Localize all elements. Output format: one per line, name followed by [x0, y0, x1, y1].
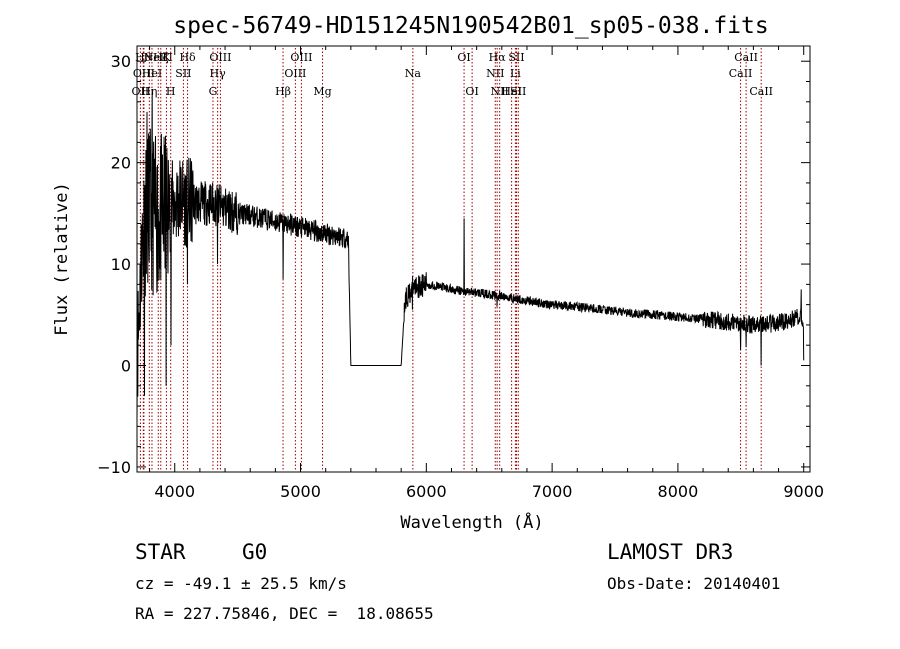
redshift-value: cz = -49.1 ± 25.5 km/s — [135, 574, 347, 593]
line-marker-label: H — [166, 85, 176, 98]
line-marker-label: Hδ — [179, 51, 196, 64]
line-marker-label: OIII — [290, 51, 312, 64]
line-marker-label: Hγ — [210, 67, 227, 80]
x-tick-label: 6000 — [406, 482, 447, 501]
line-marker-label: SII — [175, 67, 191, 80]
line-marker-label: NII — [486, 67, 504, 80]
line-marker-label: Li — [510, 67, 521, 80]
line-marker-label: NII — [491, 85, 509, 98]
line-marker-label: OIII — [284, 67, 306, 80]
spectrum-line — [136, 91, 805, 422]
object-class: STAR — [135, 540, 186, 564]
y-tick-label: 10 — [111, 255, 131, 274]
line-marker-label: CaII — [749, 85, 773, 98]
line-marker-label: Hζ — [153, 51, 169, 64]
line-marker-label: Hη — [141, 85, 157, 98]
y-tick-label: 20 — [111, 154, 131, 173]
spectrum-plot: spec-56749-HD151245N190542B01_sp05-038.f… — [52, 13, 824, 533]
x-tick-label: 4000 — [154, 482, 195, 501]
x-tick-label: 9000 — [783, 482, 824, 501]
line-marker-label: NeIII — [144, 51, 173, 64]
coordinates: RA = 227.75846, DEC = 18.08655 — [135, 604, 434, 623]
y-tick-label: 30 — [111, 52, 131, 71]
line-marker-label: Hα — [489, 51, 507, 64]
line-marker-label: CaII — [729, 67, 753, 80]
line-marker-label: SII — [510, 85, 526, 98]
line-marker-label: SII — [508, 51, 524, 64]
line-marker-label: Na — [405, 67, 422, 80]
plot-frame — [136, 45, 811, 473]
observation-date: Obs-Date: 20140401 — [607, 574, 781, 593]
y-tick-label: −10 — [97, 458, 131, 477]
line-marker-label: OI — [465, 85, 478, 98]
line-marker-label: CaII — [734, 51, 758, 64]
y-tick-label: 0 — [121, 357, 131, 376]
line-marker-label: Mg — [313, 85, 331, 98]
x-tick-label: 5000 — [280, 482, 321, 501]
x-tick-label: 7000 — [532, 482, 573, 501]
line-marker-label: OI — [457, 51, 470, 64]
line-marker-label: Hβ — [275, 85, 291, 98]
x-axis-label: Wavelength (Å) — [400, 511, 543, 533]
line-markers: OIIHθOIIIHηHeINeIIIHζKHSIIHδGHγOIIIHβOII… — [132, 48, 773, 472]
line-marker-label: OII — [132, 85, 150, 98]
object-subclass: G0 — [242, 540, 268, 564]
chart-title: spec-56749-HD151245N190542B01_sp05-038.f… — [173, 13, 768, 39]
line-marker-label: HeI — [142, 67, 162, 80]
x-tick-label: 8000 — [658, 482, 699, 501]
axis-ticks: 4000 5000 6000 7000 8000 9000 −10 0 10 20 30 — [97, 46, 824, 501]
line-marker-label: G — [209, 85, 218, 98]
y-axis-label: Flux (relative) — [52, 182, 72, 336]
line-marker-label: OIII — [209, 51, 231, 64]
survey-name: LAMOST DR3 — [607, 540, 734, 564]
line-marker-label: K — [162, 51, 171, 64]
